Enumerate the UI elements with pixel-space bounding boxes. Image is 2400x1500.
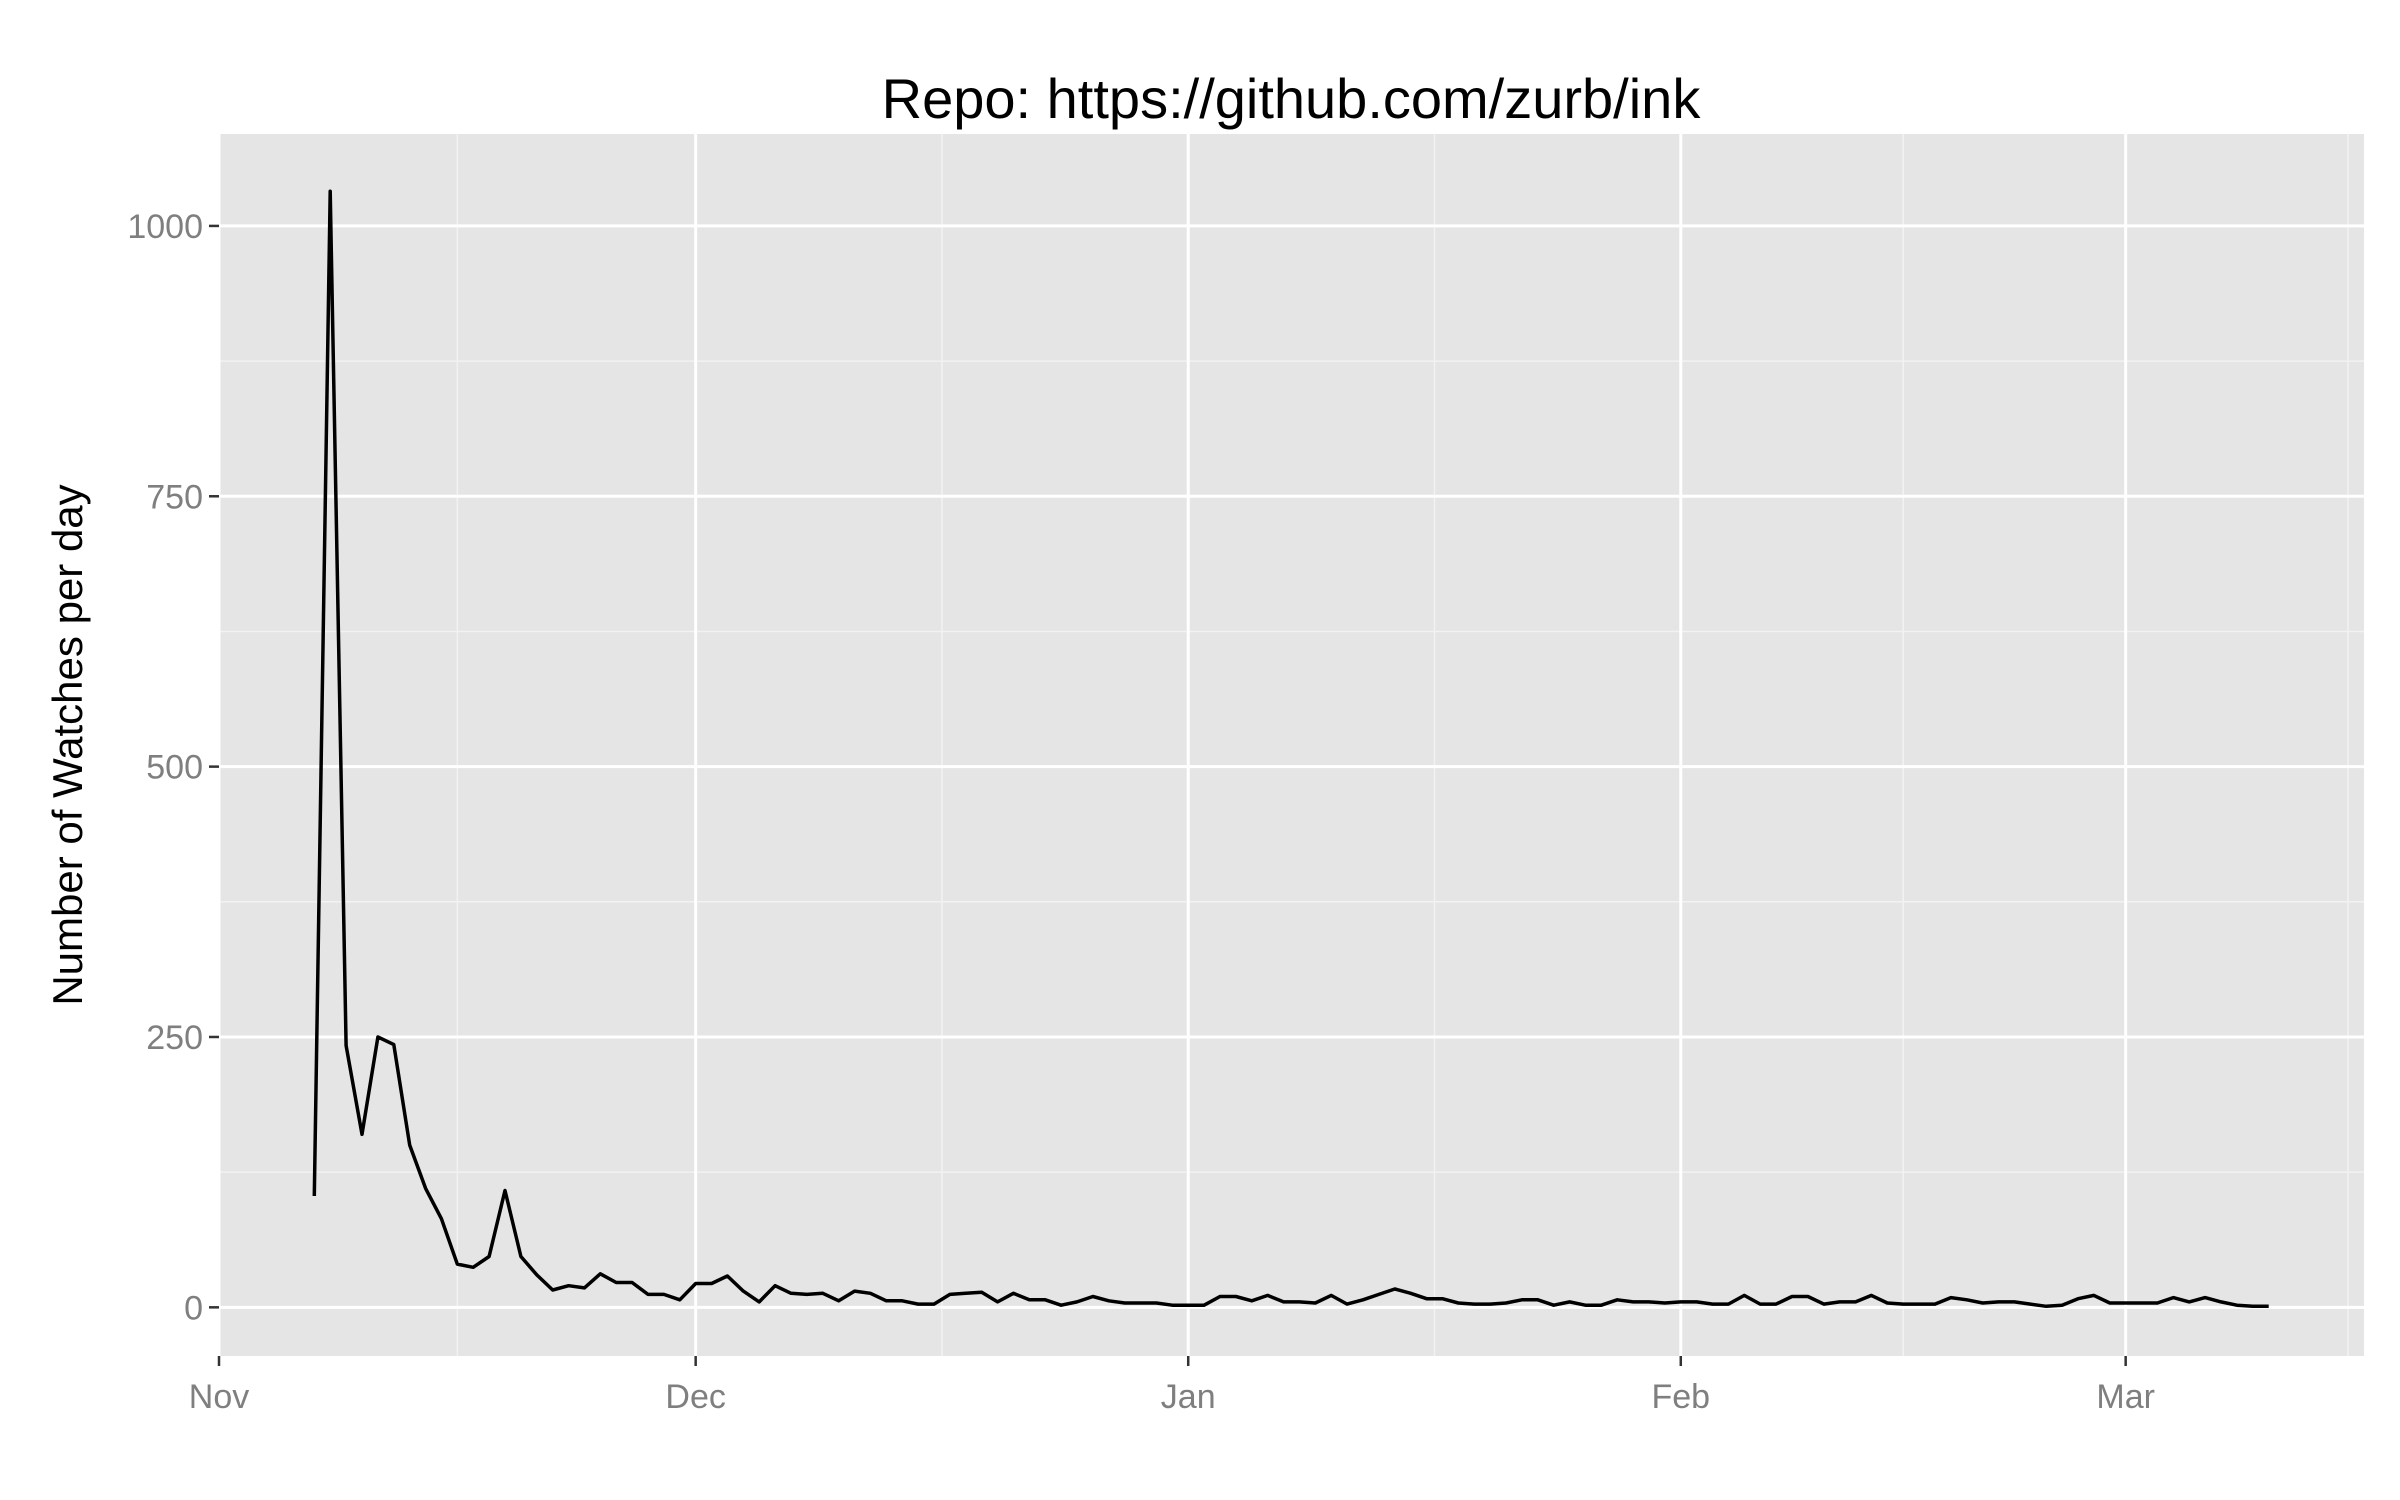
y-tick-label: 750	[146, 478, 203, 516]
series-layer	[312, 189, 2269, 1309]
y-tick-label: 250	[146, 1019, 203, 1057]
x-tick-label: Nov	[189, 1378, 249, 1416]
y-tick-label: 1000	[127, 208, 203, 246]
minor-gridlines	[219, 134, 2364, 1356]
x-tick-label: Jan	[1161, 1378, 1216, 1416]
watches-series-line	[312, 189, 2269, 1309]
y-axis: 0 250 500 750 1000	[127, 208, 219, 1327]
major-gridlines	[217, 134, 2364, 1356]
x-tick-label: Dec	[665, 1378, 725, 1416]
x-tick-label: Feb	[1651, 1378, 1710, 1416]
y-tick-label: 0	[184, 1289, 203, 1327]
x-axis: Nov Dec Jan Feb Mar	[189, 1356, 2155, 1416]
plot-panel	[219, 134, 2364, 1356]
x-tick-label: Mar	[2096, 1378, 2155, 1416]
y-axis-title: Number of Watches per day	[44, 484, 91, 1005]
chart-title: Repo: https://github.com/zurb/ink	[882, 67, 1702, 130]
y-tick-label: 500	[146, 749, 203, 787]
